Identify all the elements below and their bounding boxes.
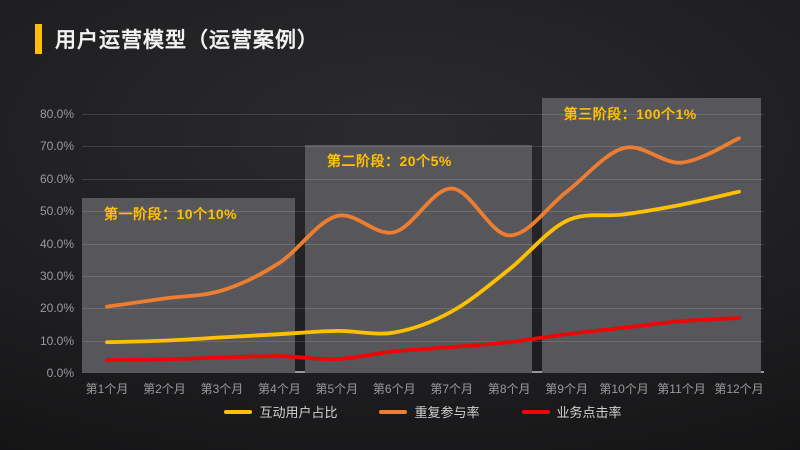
legend-label: 互动用户占比 <box>259 405 338 420</box>
series-line-重复参与率 <box>105 136 741 309</box>
x-axis-label: 第10个月 <box>599 382 649 396</box>
legend-swatch-icon <box>379 409 408 414</box>
series-line-互动用户占比 <box>105 189 741 345</box>
y-axis-label: 20.0% <box>39 301 74 316</box>
x-axis-label: 第12个月 <box>714 382 764 396</box>
y-axis-label: 60.0% <box>39 171 74 186</box>
y-axis-label: 70.0% <box>39 139 74 154</box>
x-axis-label: 第7个月 <box>430 382 474 396</box>
legend: 互动用户占比 重复参与率 业务点击率 <box>82 402 764 421</box>
gridline <box>82 275 764 277</box>
x-axis-label: 第5个月 <box>315 382 359 396</box>
x-axis-label: 第6个月 <box>372 382 416 396</box>
stage-annotation-label: 第三阶段：100个1% <box>563 106 697 123</box>
y-axis-labels: 0.0% 10.0% 20.0% 30.0% 40.0% 50.0% 60.0% 70.0% 8… <box>0 97 74 380</box>
x-axis-label: 第11个月 <box>657 382 706 396</box>
gridline <box>82 146 764 148</box>
legend-item: 重复参与率 <box>379 402 480 421</box>
series-lines <box>105 136 741 362</box>
stage-annotation-label: 第二阶段：20个5% <box>327 153 452 170</box>
gridline <box>82 211 764 213</box>
y-axis-label: 40.0% <box>39 236 74 251</box>
plot-area: 第一阶段：10个10% 第二阶段：20个5% 第三阶段：100个1% <box>82 97 764 373</box>
gridline <box>82 114 764 116</box>
legend-label: 重复参与率 <box>414 405 480 420</box>
legend-swatch-icon <box>521 409 550 414</box>
gridline <box>82 340 764 342</box>
series-line-业务点击率 <box>105 316 741 362</box>
gridline <box>82 243 764 245</box>
x-axis-label: 第3个月 <box>200 382 244 396</box>
page-title: 用户运营模型（运营案例） <box>55 29 319 52</box>
x-axis-label: 第2个月 <box>143 382 186 396</box>
x-axis-labels: 第1个月 第2个月 第3个月 第4个月 第5个月 第6个月 第7个月 第8个月 第9个月 第10个… <box>82 380 764 396</box>
x-axis-label: 第4个月 <box>258 382 301 396</box>
y-axis-label: 30.0% <box>39 268 74 283</box>
y-axis-label: 10.0% <box>39 333 74 348</box>
y-axis-label: 50.0% <box>39 204 74 219</box>
stage-annotation-label: 第一阶段：10个10% <box>104 206 238 223</box>
y-axis-label: 0.0% <box>46 366 74 380</box>
x-axis-label: 第8个月 <box>487 382 531 396</box>
legend-item: 业务点击率 <box>521 402 622 421</box>
title-row: 用户运营模型（运营案例） <box>35 24 319 54</box>
legend-label: 业务点击率 <box>556 405 622 420</box>
legend-swatch-icon <box>224 409 253 414</box>
title-accent-bar <box>35 24 42 54</box>
gridline <box>82 178 764 180</box>
stage-box <box>305 145 533 373</box>
legend-item: 互动用户占比 <box>224 402 337 421</box>
gridline <box>82 308 764 310</box>
x-axis-label: 第9个月 <box>545 382 588 396</box>
y-axis-label: 80.0% <box>39 107 74 122</box>
x-axis-label: 第1个月 <box>85 382 129 396</box>
